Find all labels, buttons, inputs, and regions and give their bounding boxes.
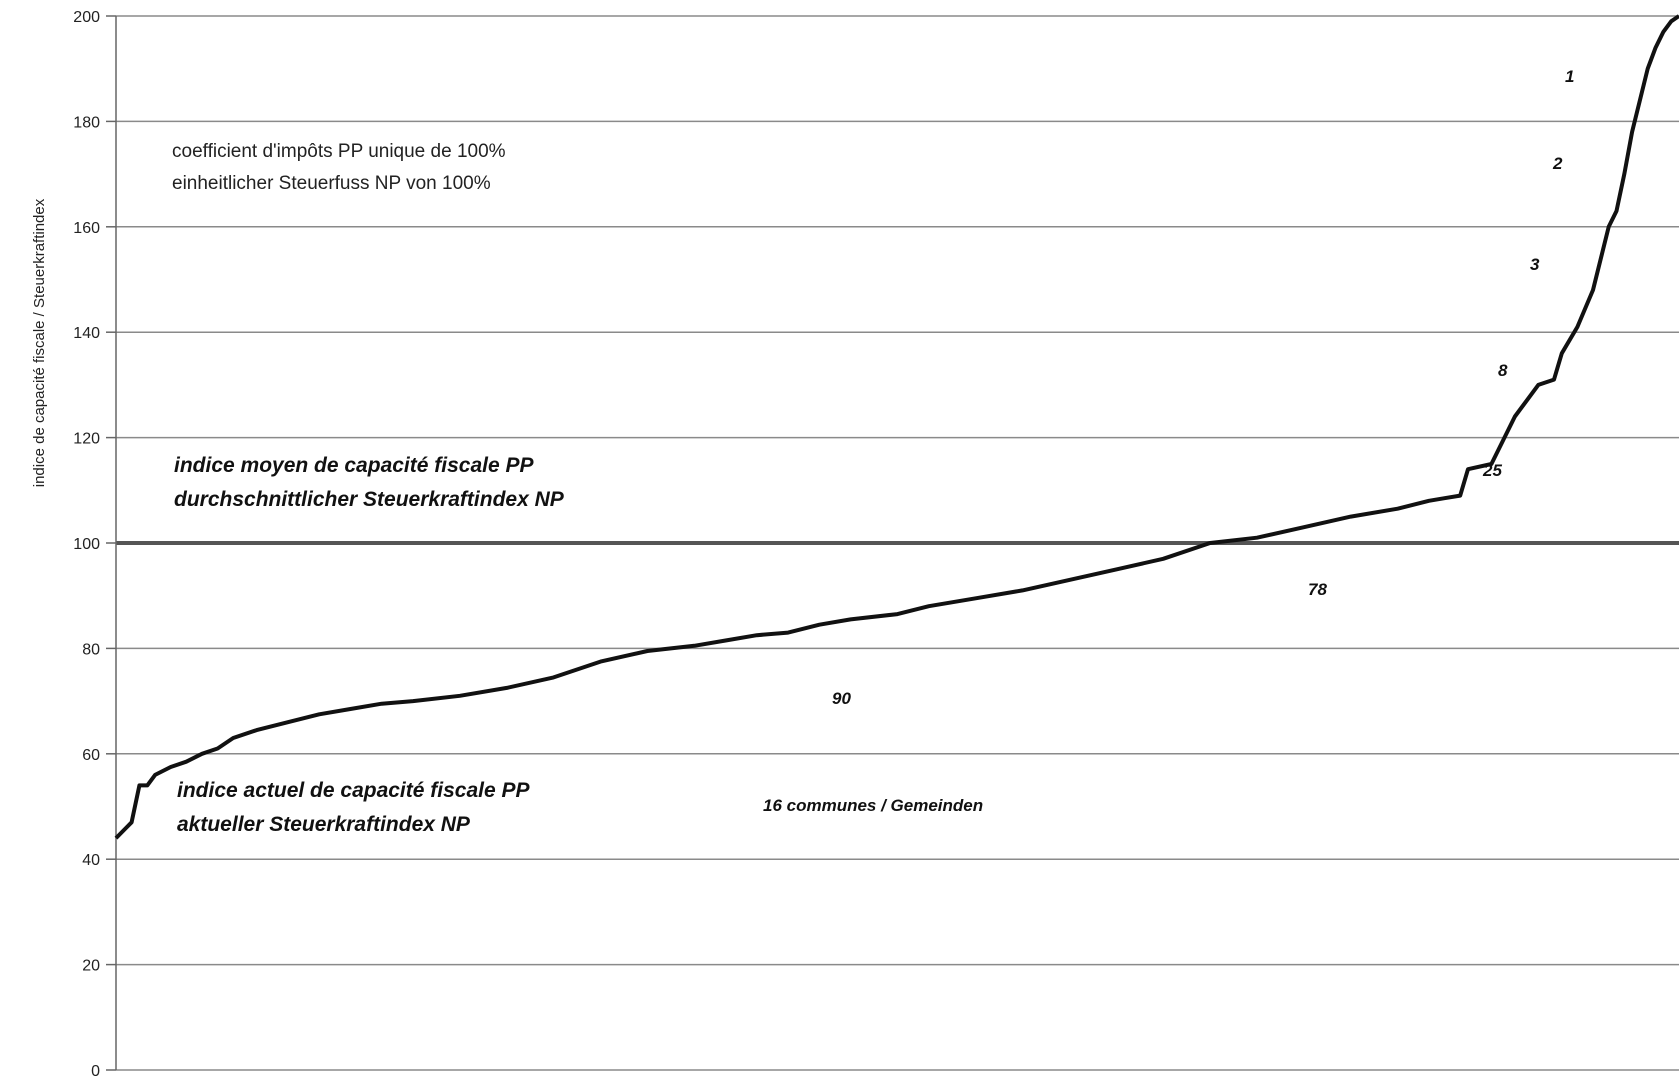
reference-line-label-de: durchschnittlicher Steuerkraftindex NP <box>174 488 565 511</box>
count-label-1: 1 <box>1565 67 1574 86</box>
annotation-communes: 16 communes / Gemeinden <box>763 796 983 815</box>
annotation-current-index-de: aktueller Steuerkraftindex NP <box>177 813 471 836</box>
annotation-coefficient-de: einheitlicher Steuerfuss NP von 100% <box>172 173 491 194</box>
count-label-90: 90 <box>832 689 851 708</box>
annotation-coefficient-fr: coefficient d'impôts PP unique de 100% <box>172 141 506 162</box>
count-label-25: 25 <box>1482 461 1502 480</box>
y-tick-label-180: 180 <box>73 114 100 131</box>
y-axis-label: indice de capacité fiscale / Steuerkraft… <box>31 198 48 487</box>
y-tick-label-160: 160 <box>73 220 100 237</box>
y-tick-label-40: 40 <box>82 852 100 869</box>
y-tick-label-80: 80 <box>82 641 100 658</box>
y-tick-label-100: 100 <box>73 536 100 553</box>
y-tick-label-120: 120 <box>73 431 100 448</box>
y-axis-ticks: 0 20 40 60 80 100 120 140 160 180 200 <box>73 9 116 1077</box>
count-label-3: 3 <box>1530 255 1540 274</box>
reference-line-label-fr: indice moyen de capacité fiscale PP <box>174 454 534 477</box>
y-tick-label-20: 20 <box>82 958 100 975</box>
count-label-78: 78 <box>1308 580 1327 599</box>
y-tick-label-60: 60 <box>82 747 100 764</box>
annotation-current-index-fr: indice actuel de capacité fiscale PP <box>177 779 530 802</box>
y-tick-label-200: 200 <box>73 9 100 26</box>
series-line <box>114 14 1679 840</box>
y-tick-label-0: 0 <box>91 1063 100 1077</box>
count-label-2: 2 <box>1552 154 1563 173</box>
count-label-8: 8 <box>1498 361 1508 380</box>
y-tick-label-140: 140 <box>73 325 100 342</box>
